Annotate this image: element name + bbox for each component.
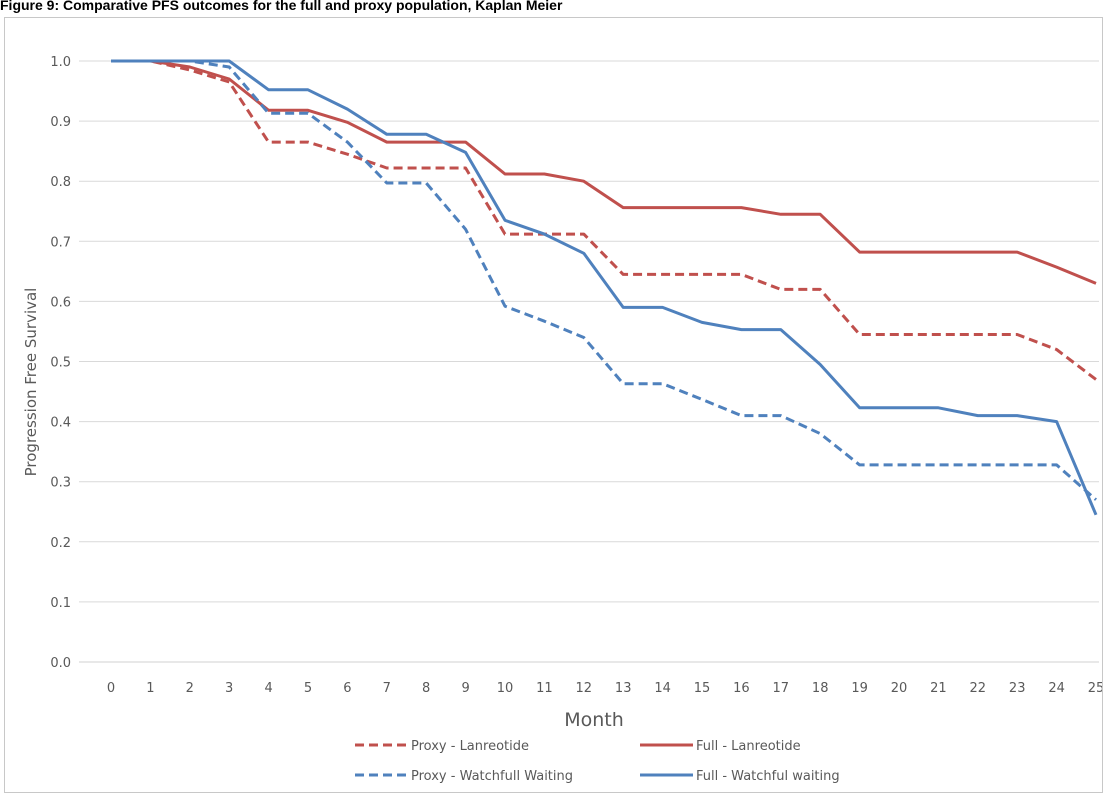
y-tick-label: 0.7 xyxy=(50,235,71,250)
y-tick-label: 0.0 xyxy=(50,656,71,671)
legend-item: Full - Lanreotide xyxy=(640,739,801,754)
y-tick-label: 1.0 xyxy=(50,55,71,70)
x-tick-label: 1 xyxy=(146,681,154,696)
figure-title: Figure 9: Comparative PFS outcomes for t… xyxy=(0,0,563,13)
y-tick-label: 0.5 xyxy=(50,356,71,371)
y-tick-label: 0.3 xyxy=(50,476,71,491)
series-line-full-watchful-waiting xyxy=(111,59,1098,516)
x-tick-label: 18 xyxy=(812,681,829,696)
y-tick-label: 0.9 xyxy=(50,115,71,130)
x-tick-label: 10 xyxy=(497,681,514,696)
series-line-proxy-lanreotide xyxy=(111,59,1097,381)
x-tick-label: 5 xyxy=(304,681,312,696)
legend-label: Full - Watchful waiting xyxy=(696,769,840,784)
legend-item: Proxy - Watchfull Waiting xyxy=(355,769,573,784)
series-line-proxy-watchfull-waiting xyxy=(111,59,1097,501)
series-lines xyxy=(111,59,1098,516)
x-tick-label: 22 xyxy=(970,681,987,696)
x-tick-label: 7 xyxy=(383,681,391,696)
x-tick-label: 21 xyxy=(930,681,947,696)
y-tick-labels: 0.0 0.1 0.2 0.3 0.4 0.5 0.6 0.7 0.8 0.9 1.0 xyxy=(50,55,71,671)
y-tick-label: 0.6 xyxy=(50,295,71,310)
x-tick-label: 25 xyxy=(1088,681,1102,696)
x-tick-label: 24 xyxy=(1048,681,1065,696)
x-tick-label: 23 xyxy=(1009,681,1026,696)
x-tick-label: 11 xyxy=(536,681,553,696)
x-tick-label: 6 xyxy=(343,681,351,696)
x-tick-label: 2 xyxy=(186,681,194,696)
x-axis-title: Month xyxy=(564,709,624,731)
legend-label: Proxy - Watchfull Waiting xyxy=(411,769,573,784)
x-tick-label: 3 xyxy=(225,681,233,696)
legend-label: Proxy - Lanreotide xyxy=(411,739,529,754)
y-tick-label: 0.8 xyxy=(50,175,71,190)
legend-item: Full - Watchful waiting xyxy=(640,769,840,784)
x-tick-label: 4 xyxy=(264,681,272,696)
y-tick-label: 0.1 xyxy=(50,596,71,611)
x-tick-label: 8 xyxy=(422,681,430,696)
series-line-full-lanreotide xyxy=(111,59,1097,285)
x-tick-label: 15 xyxy=(694,681,711,696)
x-tick-label: 13 xyxy=(615,681,632,696)
x-tick-label: 17 xyxy=(773,681,790,696)
x-tick-label: 14 xyxy=(654,681,671,696)
x-tick-label: 12 xyxy=(576,681,593,696)
legend-label: Full - Lanreotide xyxy=(696,739,801,754)
x-tick-label: 9 xyxy=(461,681,469,696)
gridlines xyxy=(79,60,1099,663)
x-tick-label: 0 xyxy=(107,681,115,696)
y-tick-label: 0.2 xyxy=(50,536,71,551)
x-tick-label: 20 xyxy=(891,681,908,696)
x-tick-label: 19 xyxy=(851,681,868,696)
y-tick-label: 0.4 xyxy=(50,416,71,431)
legend-item: Proxy - Lanreotide xyxy=(355,739,529,754)
y-axis-title: Progression Free Survival xyxy=(22,288,40,477)
legend: Proxy - Lanreotide Full - Lanreotide Proxy… xyxy=(355,739,840,784)
x-tick-label: 16 xyxy=(733,681,750,696)
x-tick-labels: 0 1 2 3 4 5 6 7 8 9 10 11 12 13 14 15 16 17 18 19 20 21 22 23 24… xyxy=(107,681,1102,696)
